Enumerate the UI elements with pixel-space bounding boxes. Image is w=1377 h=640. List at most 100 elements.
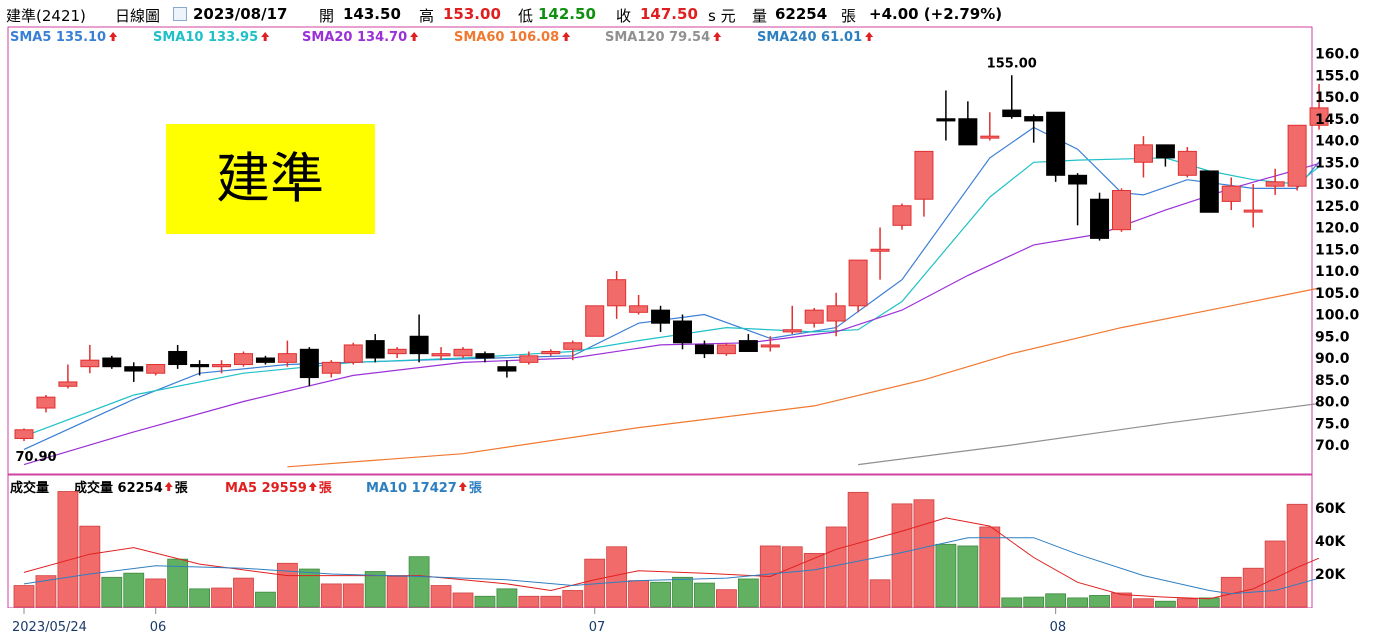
candle-body (277, 353, 297, 363)
candle-body (102, 357, 122, 368)
candle-body (58, 381, 78, 387)
candle-body (1090, 198, 1110, 239)
candle-body (1309, 107, 1329, 126)
candle (365, 334, 385, 363)
candle-body (629, 305, 649, 313)
candle-body (716, 344, 736, 355)
price-axis: 160.0 155.0 150.0 145.0 140.0 135.0 130.0 125.0… (1315, 47, 1360, 455)
candle (958, 101, 978, 146)
candle (409, 314, 429, 363)
ma-legend-item: SMA240 61.01 (757, 30, 874, 45)
candle (343, 342, 363, 365)
ma-legend-text: SMA10 133.95 (153, 30, 258, 45)
candle (585, 305, 605, 337)
change-value: +4.00 (+2.79%) (869, 5, 1003, 23)
candle (804, 307, 824, 328)
volume-tick-label: 60K (1315, 501, 1346, 517)
volume-bars (13, 491, 1308, 608)
candle-body (299, 348, 319, 379)
stock-name-banner (166, 124, 375, 234)
candle (453, 347, 473, 358)
candle-body (80, 359, 100, 368)
candle-body (563, 342, 583, 350)
price-tick-label: 110.0 (1315, 264, 1360, 280)
volume-bar (211, 587, 232, 608)
candle-body (760, 344, 780, 348)
volume-bar (869, 579, 891, 608)
volume-bar (233, 577, 254, 608)
price-tick-label: 150.0 (1315, 90, 1360, 106)
sma-line-sma60 (287, 287, 1320, 468)
volume-bar (79, 525, 101, 608)
ma-legend-item: SMA20 134.70 (302, 30, 419, 45)
volume-ma-line-ma10 (23, 537, 1320, 595)
volume-bar (825, 526, 847, 608)
up-arrow-icon (865, 32, 874, 41)
volume-legend-unit: 張 (175, 481, 189, 496)
price-tick-label: 95.0 (1315, 329, 1350, 345)
candle (848, 259, 868, 313)
volume-bar (1045, 593, 1067, 608)
candle-body (1177, 150, 1197, 176)
candle (519, 351, 539, 365)
volume-bar (123, 572, 145, 608)
currency-label: s 元 (708, 7, 736, 25)
price-tick-label: 85.0 (1315, 373, 1350, 389)
volume-tick-label: 40K (1315, 534, 1346, 550)
ma-legend: SMA5 135.10 SMA10 133.95 SMA20 134.70 SMA60… (10, 30, 874, 45)
price-tick-label: 105.0 (1315, 286, 1360, 302)
sma-line-sma120 (858, 402, 1320, 466)
date-tick-label: 06 (150, 620, 167, 635)
candle (629, 294, 649, 315)
candle-body (914, 150, 934, 200)
volume-bar (35, 575, 57, 608)
high-label: 高 (419, 7, 435, 25)
candle-body (146, 364, 166, 374)
volume-unit: 張 (841, 7, 857, 25)
candle-body (1002, 109, 1022, 118)
volume-bar (540, 595, 562, 608)
price-tick-label: 155.0 (1315, 68, 1360, 84)
price-tick-label: 125.0 (1315, 199, 1360, 215)
date-axis: 2023/05/24 06 07 08 (12, 608, 1066, 635)
candle-body (124, 366, 144, 372)
volume-bar (342, 583, 364, 608)
candle-body (1221, 185, 1241, 202)
ma-legend-text: SMA120 79.54 (605, 30, 710, 45)
volume-legend-unit: 張 (319, 481, 333, 496)
sma-line-sma10 (23, 157, 1320, 437)
candle-body (694, 344, 714, 355)
volume-legend-text: MA5 29559 (225, 481, 307, 496)
calendar-icon[interactable] (173, 7, 187, 21)
volume-legend-unit: 張 (469, 481, 483, 496)
candle-body (343, 344, 363, 363)
candle (58, 364, 78, 389)
chart-kind-label: 日線圖 (115, 7, 161, 25)
candle-body (431, 353, 451, 357)
candle-body (607, 279, 627, 307)
candle (168, 344, 188, 369)
candle-body (1265, 181, 1285, 187)
sma-line-sma20 (23, 163, 1320, 466)
candle (760, 336, 780, 352)
volume-bar (935, 543, 957, 608)
candle (1024, 114, 1044, 143)
volume-bar (255, 591, 276, 608)
candle (1177, 147, 1197, 178)
volume-bar (1176, 598, 1198, 608)
volume-bar (364, 571, 386, 608)
volume-bar (1089, 595, 1110, 608)
volume-bar (167, 558, 189, 608)
candle-body (892, 205, 912, 226)
candle-body (168, 350, 188, 366)
candle (1090, 192, 1110, 241)
open-label: 開 (319, 7, 335, 25)
candle-body (1243, 209, 1263, 213)
candle (497, 360, 517, 378)
candle-body (190, 364, 210, 368)
candle-body (980, 135, 1000, 139)
price-tick-label: 80.0 (1315, 395, 1350, 411)
candle (607, 271, 627, 319)
volume-legend-item: MA5 29559 張 (225, 481, 333, 496)
candle-body (453, 348, 473, 357)
